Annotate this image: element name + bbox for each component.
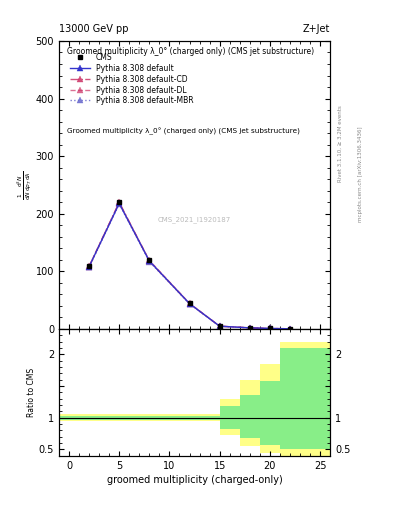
Pythia 8.308 default-DL xyxy=(147,258,152,264)
CMS xyxy=(268,325,272,331)
CMS xyxy=(117,199,121,205)
Text: mcplots.cern.ch [arXiv:1306.3436]: mcplots.cern.ch [arXiv:1306.3436] xyxy=(358,126,363,222)
Pythia 8.308 default xyxy=(217,323,222,329)
CMS xyxy=(187,300,192,306)
Text: CMS_2021_I1920187: CMS_2021_I1920187 xyxy=(158,216,231,223)
CMS xyxy=(288,326,292,332)
Pythia 8.308 default-DL xyxy=(248,325,252,331)
Pythia 8.308 default-DL xyxy=(87,263,92,269)
Pythia 8.308 default-MBR xyxy=(187,301,192,307)
Pythia 8.308 default-CD xyxy=(87,264,92,270)
Pythia 8.308 default-CD xyxy=(117,199,121,205)
Y-axis label: Ratio to CMS: Ratio to CMS xyxy=(27,368,36,417)
Pythia 8.308 default-CD xyxy=(217,323,222,329)
Pythia 8.308 default xyxy=(248,325,252,331)
Pythia 8.308 default-CD xyxy=(187,301,192,307)
Pythia 8.308 default xyxy=(268,325,272,331)
Line: Pythia 8.308 default-MBR: Pythia 8.308 default-MBR xyxy=(86,201,293,332)
Text: Z+Jet: Z+Jet xyxy=(303,24,330,34)
Line: Pythia 8.308 default-DL: Pythia 8.308 default-DL xyxy=(86,200,293,332)
Text: Groomed multiplicity λ_0° (charged only) (CMS jet substructure): Groomed multiplicity λ_0° (charged only)… xyxy=(67,127,300,135)
Pythia 8.308 default-CD xyxy=(147,258,152,264)
X-axis label: groomed multiplicity (charged-only): groomed multiplicity (charged-only) xyxy=(107,475,283,485)
Pythia 8.308 default-DL xyxy=(288,326,292,332)
Pythia 8.308 default-MBR xyxy=(217,323,222,329)
CMS xyxy=(217,323,222,329)
CMS xyxy=(248,325,252,331)
Pythia 8.308 default-MBR xyxy=(268,326,272,332)
Pythia 8.308 default-DL xyxy=(268,325,272,331)
Line: Pythia 8.308 default: Pythia 8.308 default xyxy=(86,201,293,332)
Pythia 8.308 default-CD xyxy=(268,325,272,331)
Legend: CMS, Pythia 8.308 default, Pythia 8.308 default-CD, Pythia 8.308 default-DL, Pyt: CMS, Pythia 8.308 default, Pythia 8.308 … xyxy=(68,51,196,108)
Y-axis label: $\frac{1}{\mathrm{d}N}\frac{\mathrm{d}^2N}{\mathrm{d}p_T\,\mathrm{d}\lambda}$: $\frac{1}{\mathrm{d}N}\frac{\mathrm{d}^2… xyxy=(16,170,34,200)
Pythia 8.308 default-MBR xyxy=(147,259,152,265)
Text: Groomed multiplicity λ_0° (charged only) (CMS jet substructure): Groomed multiplicity λ_0° (charged only)… xyxy=(67,47,314,56)
Pythia 8.308 default xyxy=(87,264,92,270)
Pythia 8.308 default-DL xyxy=(117,200,121,206)
Pythia 8.308 default xyxy=(187,301,192,307)
Text: 13000 GeV pp: 13000 GeV pp xyxy=(59,24,129,34)
Line: Pythia 8.308 default-CD: Pythia 8.308 default-CD xyxy=(86,200,293,332)
Text: Rivet 3.1.10, ≥ 3.2M events: Rivet 3.1.10, ≥ 3.2M events xyxy=(338,105,343,182)
Pythia 8.308 default-MBR xyxy=(248,325,252,331)
Pythia 8.308 default-MBR xyxy=(288,326,292,332)
Pythia 8.308 default-DL xyxy=(187,300,192,306)
CMS xyxy=(87,263,92,269)
Pythia 8.308 default-CD xyxy=(248,325,252,331)
Pythia 8.308 default xyxy=(288,326,292,332)
Pythia 8.308 default-MBR xyxy=(117,201,121,207)
Pythia 8.308 default xyxy=(147,258,152,264)
Pythia 8.308 default-DL xyxy=(217,323,222,329)
CMS xyxy=(147,257,152,263)
Line: CMS: CMS xyxy=(86,200,292,331)
Pythia 8.308 default-MBR xyxy=(87,264,92,270)
Pythia 8.308 default-CD xyxy=(288,326,292,332)
Pythia 8.308 default xyxy=(117,200,121,206)
